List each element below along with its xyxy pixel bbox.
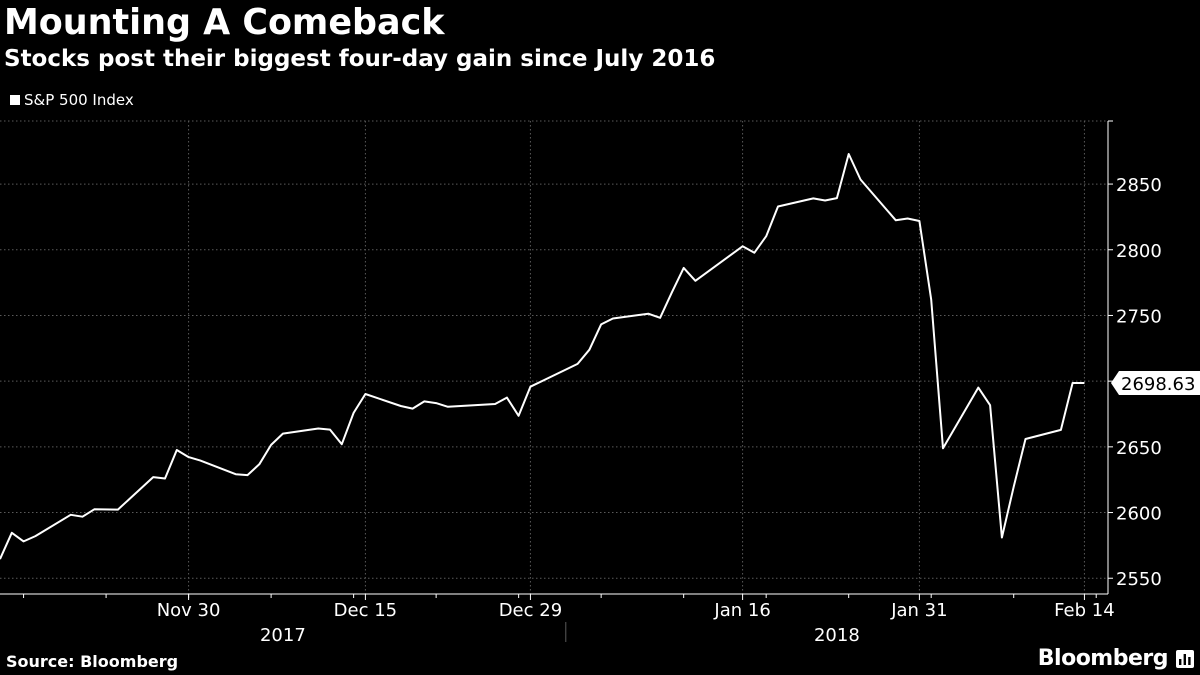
x-tick-label: Jan 16: [713, 600, 770, 621]
y-tick-label: 2600: [1116, 504, 1162, 525]
legend: S&P 500 Index: [10, 91, 134, 109]
x-tick-label: Jan 31: [890, 600, 947, 621]
legend-swatch: [10, 95, 20, 105]
year-label-2018: 2018: [814, 625, 860, 646]
source-note: Source: Bloomberg: [6, 652, 179, 671]
chart-title: Mounting A Comeback: [4, 2, 445, 43]
y-tick-label: 2800: [1116, 241, 1162, 262]
series-line-sp500: [0, 153, 1085, 560]
x-tick-label: Nov 30: [157, 600, 221, 621]
logo-text: Bloomberg: [1037, 646, 1169, 671]
y-tick-label: 2850: [1116, 175, 1162, 196]
y-tick-label: 2750: [1116, 306, 1162, 327]
last-value-badge: [1111, 370, 1200, 395]
legend-label: S&P 500 Index: [24, 91, 134, 109]
x-tick-label: Feb 14: [1054, 600, 1115, 621]
x-tick-label: Dec 15: [334, 600, 397, 621]
chart-icon: [1176, 649, 1194, 668]
y-tick-label: 2550: [1116, 569, 1162, 590]
y-tick-label: 2650: [1116, 438, 1162, 459]
bloomberg-logo: Bloomberg: [1038, 646, 1194, 671]
year-label-2017: 2017: [260, 625, 306, 646]
last-value-label: 2698.63: [1121, 374, 1195, 395]
x-tick-label: Dec 29: [499, 600, 562, 621]
chart-subtitle: Stocks post their biggest four-day gain …: [4, 46, 716, 72]
